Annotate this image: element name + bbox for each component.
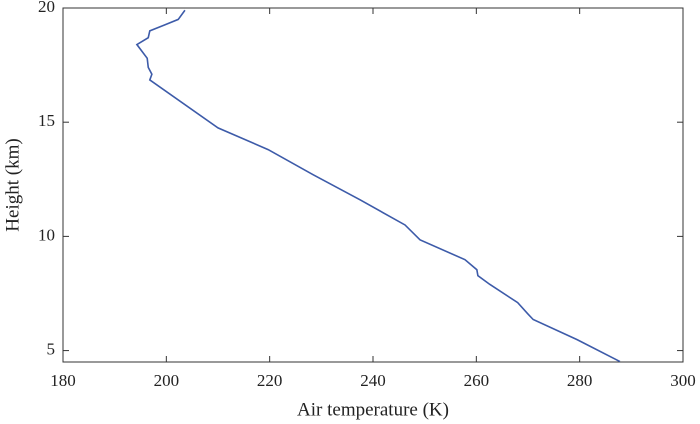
y-tick-label: 20 xyxy=(38,0,55,16)
plot-frame xyxy=(62,7,684,363)
y-tick-label: 10 xyxy=(38,225,55,244)
x-tick-label: 300 xyxy=(670,371,696,390)
data-line xyxy=(135,9,621,363)
x-tick-label: 240 xyxy=(360,371,386,390)
x-tick-label: 280 xyxy=(567,371,593,390)
x-tick-label: 180 xyxy=(50,371,76,390)
y-tick-label: 5 xyxy=(47,339,56,358)
x-axis-label: Air temperature (K) xyxy=(297,399,449,420)
x-tick-label: 260 xyxy=(464,371,490,390)
x-tick-label: 220 xyxy=(257,371,283,390)
x-tick-label: 200 xyxy=(154,371,180,390)
y-axis-label: Height (km) xyxy=(2,138,23,231)
y-tick-label: 15 xyxy=(38,111,55,130)
